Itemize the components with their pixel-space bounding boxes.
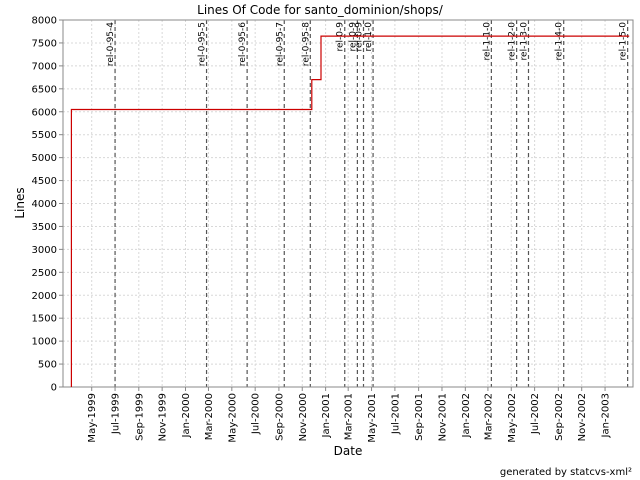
- y-tick-label: 2000: [32, 291, 57, 302]
- y-tick-label: 500: [38, 360, 57, 371]
- x-tick-label: May-1999: [87, 393, 98, 443]
- x-tick-label: Mar-2002: [483, 393, 494, 440]
- x-axis: May-1999 Jul-1999 Sep-1999 Nov-1999 Jan-2000…: [87, 387, 612, 443]
- release-marker-label: rel-0-95-6: [238, 22, 248, 66]
- x-tick-label: Jan-2003: [601, 393, 612, 438]
- y-tick-label: 1500: [32, 314, 57, 325]
- x-tick-label: Sep-1999: [134, 393, 145, 441]
- release-marker-label: rel-1-1-0: [482, 22, 492, 61]
- y-tick-label: 6500: [32, 84, 57, 95]
- y-tick-label: 8000: [32, 16, 57, 27]
- y-tick-label: 4500: [32, 176, 57, 187]
- generated-by-footer: generated by statcvs-xml²: [500, 467, 632, 478]
- x-tick-label: Nov-2001: [437, 393, 448, 441]
- x-tick-label: Sep-2002: [554, 393, 565, 441]
- y-tick-label: 3500: [32, 222, 57, 233]
- x-tick-label: May-2000: [227, 393, 238, 443]
- x-tick-label: Nov-2002: [577, 393, 588, 441]
- x-tick-label: Nov-2000: [298, 393, 309, 441]
- x-tick-label: Mar-2000: [204, 393, 215, 440]
- loc-series-line: [70, 35, 630, 387]
- x-tick-label: Jan-2002: [461, 393, 472, 438]
- series-lines: [70, 35, 630, 387]
- y-tick-label: 3000: [32, 245, 57, 256]
- x-tick-label: Jul-2002: [530, 393, 541, 435]
- y-axis-title: Lines: [13, 187, 27, 218]
- release-marker-label: rel-0-95-7: [275, 22, 285, 66]
- y-tick-label: 4000: [32, 199, 57, 210]
- x-tick-label: Jul-2000: [251, 393, 262, 435]
- y-tick-label: 6000: [32, 107, 57, 118]
- x-axis-title: Date: [334, 444, 363, 458]
- x-tick-label: May-2001: [367, 393, 378, 443]
- release-marker-label: rel-0-95-8: [301, 22, 311, 66]
- y-tick-label: 7000: [32, 61, 57, 72]
- release-marker-label: rel-1-3-0: [519, 22, 529, 61]
- x-tick-label: May-2002: [507, 393, 518, 443]
- release-marker-label: rel-1-2-0: [508, 22, 518, 61]
- x-tick-label: Jul-2001: [390, 393, 401, 435]
- grid: [63, 20, 633, 387]
- y-tick-label: 5000: [32, 153, 57, 164]
- x-tick-label: Jul-1999: [111, 393, 122, 435]
- y-tick-label: 7500: [32, 38, 57, 49]
- x-tick-label: Mar-2001: [344, 393, 355, 440]
- y-tick-label: 0: [51, 383, 57, 394]
- x-tick-label: Jan-2000: [181, 393, 192, 438]
- y-tick-label: 5500: [32, 130, 57, 141]
- x-tick-label: Jan-2001: [321, 393, 332, 438]
- release-marker-label: rel-1-5-0: [619, 22, 629, 61]
- y-tick-label: 2500: [32, 268, 57, 279]
- release-marker-label: rel-1-4-0: [555, 22, 565, 61]
- chart-title: Lines Of Code for santo_dominion/shops/: [197, 3, 444, 17]
- x-tick-label: Nov-1999: [158, 393, 169, 441]
- x-tick-label: Sep-2001: [414, 393, 425, 441]
- y-axis: 0 500 1000 1500 2000 2500 3000 3500 4000 4500 5000…: [32, 16, 63, 394]
- release-marker-label: rel-0-95-4: [106, 22, 116, 66]
- x-tick-label: Sep-2000: [274, 393, 285, 441]
- y-tick-label: 1000: [32, 337, 57, 348]
- release-marker-label: rel-0-95-5: [198, 22, 208, 66]
